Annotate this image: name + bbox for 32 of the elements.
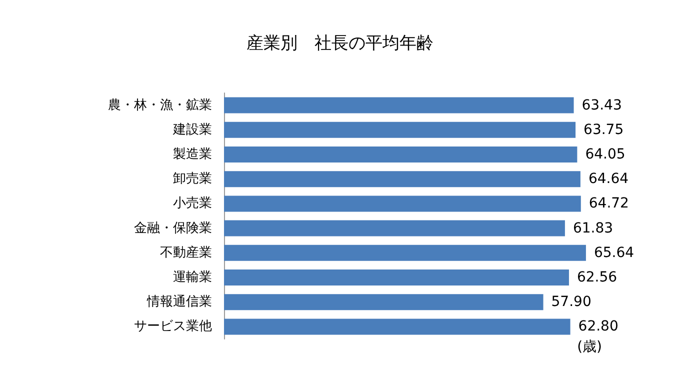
bar: [224, 220, 565, 236]
data-label: 65.64: [594, 244, 634, 261]
y-tick-label: 情報通信業: [146, 294, 212, 310]
annotation: (歳): [577, 339, 602, 355]
bar: [224, 171, 580, 188]
data-label: 64.72: [588, 196, 629, 212]
y-tick-label: 製造業: [173, 147, 212, 162]
bar: [224, 97, 574, 114]
y-tick-label: 卸売業: [173, 172, 212, 187]
data-label: 61.83: [572, 220, 614, 236]
y-tick-label: 運輸業: [173, 270, 212, 285]
chart-title: 産業別 社長の平均年齢: [246, 34, 434, 54]
data-label: 57.90: [551, 294, 592, 310]
data-label: 64.05: [585, 146, 626, 162]
bar: [224, 270, 569, 286]
bar: [224, 122, 576, 138]
y-tick-label: 不動産業: [160, 244, 212, 260]
data-label: 63.75: [584, 122, 624, 138]
data-label: 63.43: [582, 97, 622, 114]
data-label: 62.80: [578, 318, 618, 335]
bar: [224, 318, 570, 335]
y-tick-label: 金融・保険業: [134, 220, 212, 236]
data-label: 62.56: [576, 270, 618, 286]
bar: [224, 146, 578, 162]
y-tick-label: 小売業: [173, 196, 212, 212]
bar: [224, 196, 581, 212]
y-tick-label: 農・林・漁・鉱業: [108, 98, 212, 113]
y-tick-label: 建設業: [172, 122, 212, 138]
bar: [224, 244, 586, 261]
data-label: 64.64: [588, 171, 629, 188]
y-tick-label: サービス業他: [134, 319, 212, 334]
bar: [224, 294, 544, 310]
